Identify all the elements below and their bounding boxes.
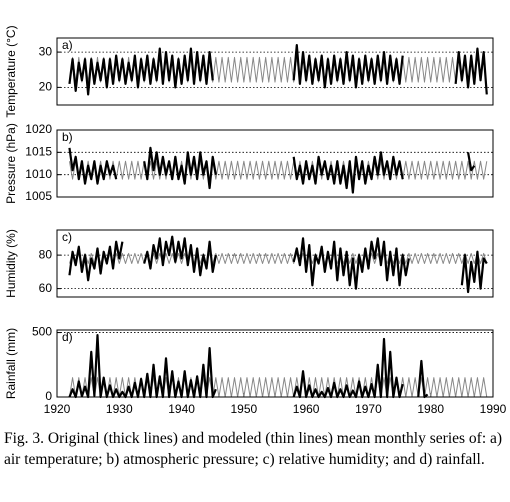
series-line — [68, 235, 488, 294]
y-tick-label: 0 — [45, 389, 52, 403]
panel-label: d) — [62, 330, 73, 344]
x-tick-label: 1990 — [480, 402, 507, 416]
y-axis-label: Temperature (°C) — [4, 25, 18, 117]
x-tick-label: 1960 — [293, 402, 320, 416]
y-tick-label: 1020 — [25, 122, 52, 136]
y-tick-label: 80 — [39, 247, 53, 261]
y-axis-label: Humidity (%) — [4, 229, 18, 298]
series-line — [68, 252, 488, 264]
plot-frame — [56, 229, 494, 298]
series-line — [68, 334, 429, 399]
panel-label: a) — [62, 38, 73, 52]
y-axis-label: Rainfall (mm) — [4, 328, 18, 399]
y-tick-label: 1010 — [25, 167, 52, 181]
x-tick-label: 1920 — [44, 402, 71, 416]
series-line — [68, 146, 476, 194]
plot-frame — [56, 329, 494, 398]
figure: 20 30 a) Temperature (°C) 1005 1010 1015 1020 b)… — [4, 25, 507, 416]
plot-frame — [56, 37, 494, 106]
plot-frame — [56, 129, 494, 198]
x-tick-label: 1930 — [106, 402, 133, 416]
y-axis-label: Pressure (hPa) — [4, 123, 18, 204]
x-tick-label: 1950 — [231, 402, 258, 416]
y-tick-label: 500 — [32, 325, 52, 339]
panel-label: b) — [62, 130, 73, 144]
y-tick-label: 1005 — [25, 189, 52, 203]
y-tick-label: 20 — [39, 80, 53, 94]
series-line — [68, 160, 488, 180]
x-tick-label: 1970 — [355, 402, 382, 416]
caption: Fig. 3. Original (thick lines) and model… — [4, 430, 503, 468]
x-tick-label: 1940 — [168, 402, 195, 416]
y-tick-label: 1015 — [25, 145, 52, 159]
y-tick-label: 60 — [39, 281, 53, 295]
y-tick-label: 30 — [39, 44, 53, 58]
x-tick-label: 1980 — [417, 402, 444, 416]
series-line — [68, 43, 488, 96]
panel-label: c) — [62, 230, 72, 244]
